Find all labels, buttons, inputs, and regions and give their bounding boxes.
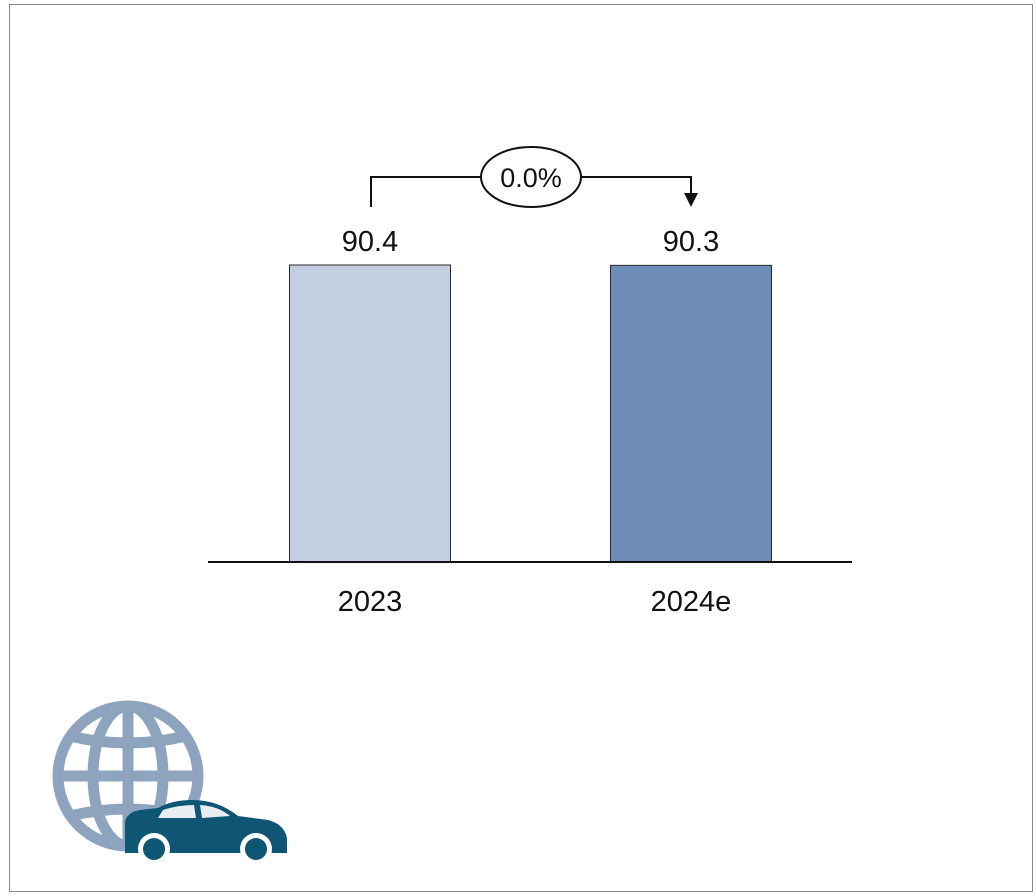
change-badge	[480, 146, 582, 208]
change-percent-label: 0.0%	[500, 163, 562, 193]
value-label-2023: 90.4	[342, 226, 398, 258]
bar-2023	[289, 264, 451, 563]
connector-arrowhead	[684, 193, 698, 207]
category-label-2023: 2023	[338, 586, 403, 618]
category-label-2024e: 2024e	[651, 586, 732, 618]
connector-line	[370, 176, 481, 207]
change-connector: 0.0%	[370, 146, 698, 208]
bar-2024e	[610, 264, 772, 563]
connector-line-right	[581, 176, 692, 195]
car-icon	[125, 800, 287, 865]
globe-icon	[52, 700, 204, 852]
value-label-2024e: 90.3	[663, 226, 719, 258]
